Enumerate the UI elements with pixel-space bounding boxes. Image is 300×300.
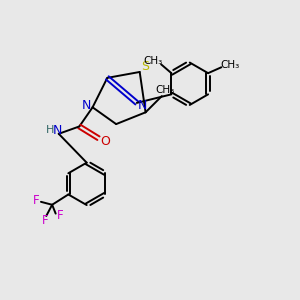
- Text: N: N: [53, 124, 62, 137]
- Text: CH₃: CH₃: [143, 56, 163, 66]
- Text: N: N: [137, 99, 147, 112]
- Text: F: F: [57, 209, 64, 223]
- Text: O: O: [100, 135, 110, 148]
- Text: F: F: [42, 214, 49, 227]
- Text: F: F: [33, 194, 39, 207]
- Text: CH₃: CH₃: [155, 85, 174, 94]
- Text: H: H: [46, 125, 55, 135]
- Text: N: N: [81, 99, 91, 112]
- Text: S: S: [141, 60, 149, 73]
- Text: CH₃: CH₃: [220, 60, 239, 70]
